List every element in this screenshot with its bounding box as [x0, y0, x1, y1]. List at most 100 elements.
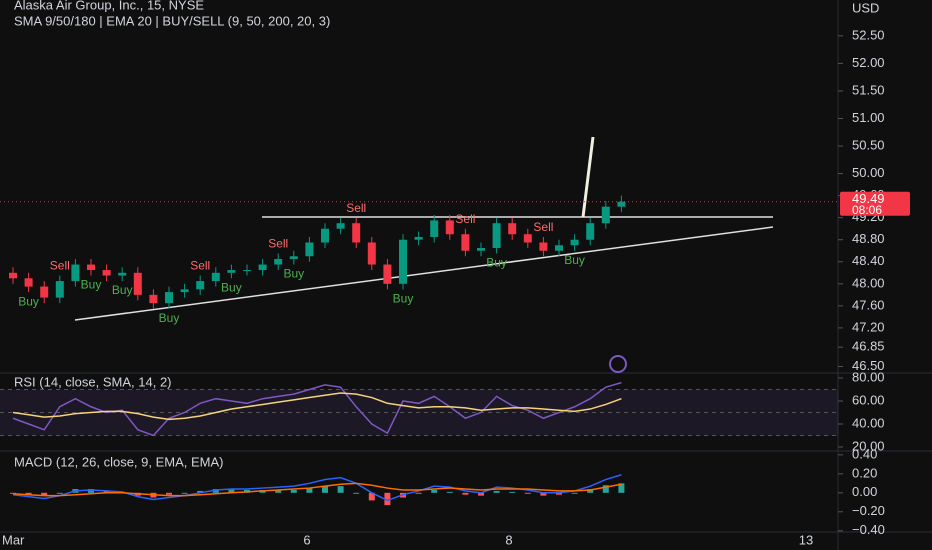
candle-body [211, 272, 220, 282]
symbol-title: Alaska Air Group, Inc., 15, NYSE [14, 0, 204, 12]
macd-title: MACD (12, 26, close, 9, EMA, EMA) [14, 454, 224, 469]
histogram-bar [228, 489, 235, 493]
histogram-bar [509, 491, 516, 493]
candle-body [321, 228, 329, 243]
histogram-bar [103, 490, 110, 493]
histogram-bar [602, 485, 609, 493]
histogram-bar [41, 492, 48, 496]
y-tick-label: 46.50 [852, 358, 885, 373]
candle-body [87, 264, 95, 271]
candle-body [24, 278, 33, 287]
drawn-line [581, 136, 595, 218]
candle-body [461, 234, 470, 251]
signal-label: Buy [18, 294, 39, 308]
candle-body [555, 245, 563, 251]
price-tag [840, 191, 910, 216]
candle-body [336, 223, 345, 229]
rsi-line [12, 392, 622, 421]
y-tick-label: 46.85 [852, 339, 885, 354]
signal-label: Buy [393, 292, 414, 306]
signal-label: Sell [455, 212, 475, 226]
candle-body [383, 264, 392, 284]
currency: USD [852, 0, 879, 15]
x-tick-label: 13 [799, 532, 813, 547]
histogram-bar [571, 492, 578, 494]
signal-label: Buy [159, 311, 180, 325]
y-tick-label: 48.40 [852, 253, 885, 268]
y-tick-label: 52.00 [852, 55, 885, 70]
candle-body [445, 220, 454, 235]
candle-body [165, 292, 173, 304]
histogram-bar [462, 492, 469, 495]
signal-label: Sell [268, 237, 288, 251]
last-price: 49.49 [852, 191, 885, 206]
y-tick-label: 40.00 [852, 415, 885, 430]
signal-label: Buy [283, 267, 304, 281]
histogram-bar [556, 492, 562, 495]
macd-line [12, 482, 622, 497]
drawn-trend-line [74, 226, 774, 321]
signal-label: Sell [190, 259, 210, 273]
candle-body [227, 270, 236, 273]
x-tick-label: 8 [505, 532, 512, 547]
candle-body [149, 294, 158, 304]
histogram-bar [212, 489, 219, 493]
candle-body [274, 259, 283, 265]
candle-body [102, 270, 111, 276]
histogram-bar [478, 492, 484, 496]
y-tick-label: 48.80 [852, 231, 885, 246]
y-tick-label: 50.00 [852, 165, 885, 180]
candle-body [9, 272, 17, 279]
candle-body [399, 239, 407, 284]
y-tick-label: 0.40 [852, 446, 877, 461]
candle-body [477, 248, 485, 251]
candle-body [180, 289, 189, 293]
signal-label: Sell [50, 259, 70, 273]
candle-body [601, 206, 610, 224]
candle-body [352, 223, 361, 243]
histogram-bar [540, 492, 547, 496]
histogram-bar [618, 483, 625, 493]
candle-body [430, 220, 439, 237]
histogram-bar [431, 489, 438, 493]
x-tick-label: Mar [2, 532, 25, 547]
histogram-bar [197, 490, 204, 493]
y-tick-label: 80.00 [852, 369, 885, 384]
candle-body [523, 234, 532, 243]
candle-body [414, 236, 423, 240]
signal-label: Sell [346, 201, 366, 215]
histogram-bar [322, 486, 328, 493]
histogram-bar [337, 486, 344, 493]
signal-label: Buy [564, 253, 585, 267]
histogram-bar [446, 491, 453, 493]
y-tick-label: 47.60 [852, 297, 885, 312]
histogram-bar [10, 492, 16, 494]
y-tick-label: 47.20 [852, 319, 885, 334]
histogram-bar [56, 492, 63, 494]
alert-icon[interactable] [609, 355, 627, 373]
candle-body [289, 256, 298, 260]
candle-body [133, 272, 142, 295]
histogram-bar [415, 492, 422, 494]
y-tick-label: 0.00 [852, 484, 877, 499]
y-tick-label: 51.50 [852, 82, 885, 97]
histogram-bar [524, 492, 531, 494]
histogram-bar [181, 492, 188, 494]
candle-body [55, 281, 64, 298]
candle-body [617, 201, 626, 207]
y-tick-label: 0.20 [852, 465, 877, 480]
histogram-bar [368, 492, 375, 501]
histogram-bar [384, 492, 391, 506]
candle-body [570, 239, 579, 246]
histogram-bar [275, 489, 282, 493]
y-tick-label: 60.00 [852, 392, 885, 407]
histogram-bar [290, 489, 297, 493]
candle-body [196, 281, 205, 290]
candle-body [243, 270, 251, 272]
y-tick-label: 48.00 [852, 275, 885, 290]
indicator-legend: SMA 9/50/180 | EMA 20 | BUY/SELL (9, 50,… [14, 13, 330, 28]
histogram-bar [25, 492, 32, 495]
candle-body [40, 286, 49, 298]
histogram-bar [353, 492, 360, 494]
